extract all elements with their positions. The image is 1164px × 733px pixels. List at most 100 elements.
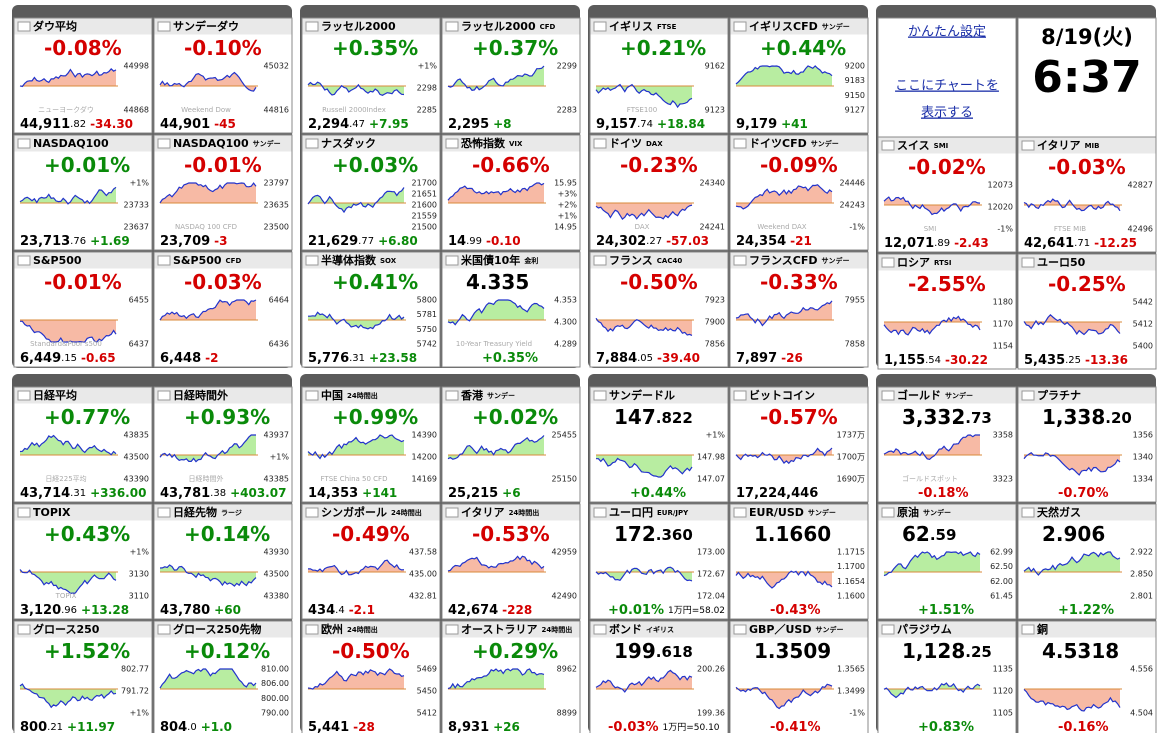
- footer-change: +336.00: [90, 486, 146, 500]
- sparkline: [159, 668, 257, 689]
- flag-icon: [881, 624, 895, 635]
- market-tile[interactable]: 銅 4.556 4.504 4.5318 -0.16%: [1017, 620, 1157, 733]
- chart-link[interactable]: 表示する: [921, 106, 973, 121]
- footer-main: 7,884: [596, 351, 637, 366]
- market-tile[interactable]: パラジウム 1135 1120 1105 1,128.25 +0.83%: [877, 620, 1017, 733]
- name-tag: VIX: [509, 140, 523, 148]
- footer-change: -30.22: [945, 353, 988, 367]
- name-text: 天然ガス: [1037, 505, 1081, 519]
- market-tile[interactable]: TOPIX +1% 3130 3110 TOPIX +0.43% 3,120.96 +13.2…: [13, 503, 153, 620]
- chart-label: 1.1600: [837, 592, 865, 601]
- market-tile[interactable]: オーストラリア 24時間出 8962 8899 +0.29% 8,931 +26: [441, 620, 581, 733]
- market-tile[interactable]: 日経平均 43835 43500 43390 日経225平均 +0.77% 43,714.3…: [13, 386, 153, 503]
- sparkline: [307, 668, 405, 690]
- chart-label: 23500: [264, 223, 289, 232]
- market-tile[interactable]: ラッセル2000 +1% 2298 2285 Russell 2000Index +0.3…: [301, 17, 441, 134]
- market-tile[interactable]: 原油 サンデー 62.99 62.50 62.00 61.45 62.59 +1.51%: [877, 503, 1017, 620]
- market-tile[interactable]: サンデードル +1% 147.98 147.07 147.822 +0.44%: [589, 386, 729, 503]
- footer-main: -0.03%: [608, 720, 659, 733]
- tile-bg: [441, 386, 581, 503]
- market-tile[interactable]: ユーロ円 EUR/JPY 173.00 172.67 172.04 172.360 +0.0…: [589, 503, 729, 620]
- footer-main: 24,302: [596, 234, 646, 249]
- headline-main: +0.02%: [472, 405, 558, 429]
- chart-label: 42959: [552, 548, 577, 557]
- market-tile[interactable]: NASDAQ100 サンデー 23797 23635 23500 NASDAQ 100 C…: [153, 134, 293, 251]
- market-tile[interactable]: 日経時間外 43937 +1% 43385 日経時間外 +0.93% 43,781.38 +4…: [153, 386, 293, 503]
- tile-bg: [441, 620, 581, 733]
- footer-main: 434: [308, 603, 335, 618]
- market-tile[interactable]: ダウ平均 44998 44868 ニューヨークダウ -0.08% 44,911.82 -34…: [13, 17, 153, 134]
- tile-header: [14, 135, 152, 152]
- settings-link[interactable]: かんたん設定: [908, 24, 986, 40]
- market-tile[interactable]: 欧州 24時間出 5469 5450 5412 -0.50% 5,441 -28: [301, 620, 441, 733]
- market-tile[interactable]: 天然ガス 2.922 2.850 2.801 2.906 +1.22%: [1017, 503, 1157, 620]
- headline-main: 4.335: [466, 270, 529, 294]
- headline-main: -0.53%: [472, 522, 550, 546]
- market-tile[interactable]: 香港 サンデー 25455 25150 +0.02% 25,215 +6: [441, 386, 581, 503]
- footer-decimals: .47: [349, 119, 365, 130]
- market-tile[interactable]: GBP／USD サンデー 1.3565 1.3499 -1% 1.3509 -0.41%: [729, 620, 869, 733]
- market-tile[interactable]: イギリスCFD サンデー 9200 9183 9150 9127 +0.44% 9,179 +4…: [729, 17, 869, 134]
- tile-bg: [301, 251, 441, 368]
- tile-bg: [301, 134, 441, 251]
- market-tile[interactable]: イタリア 24時間出 42959 42490 -0.53% 42,674 -228: [441, 503, 581, 620]
- chart-label: 1700万: [837, 453, 865, 462]
- market-tile[interactable]: 恐怖指数 VIX 15.95 +3% +2% +1% 14.95 -0.66% 14.99 -0.…: [441, 134, 581, 251]
- market-tile[interactable]: サンデーダウ 45032 44816 Weekend Dow -0.10% 44,901-…: [153, 17, 293, 134]
- market-tile[interactable]: S&P500 6455 6437 Standard&Poor's500 -0.01% 6,…: [13, 251, 153, 368]
- market-tile[interactable]: イタリア MIB 42827 42496 FTSE MIB -0.03% 42,641.71…: [1017, 136, 1157, 253]
- chart-label: 23635: [264, 201, 289, 210]
- footer-change: -12.25: [1094, 236, 1137, 250]
- market-tile[interactable]: シンガポール 24時間出 437.58 435.00 432.81 -0.49% 434.4…: [301, 503, 441, 620]
- name-tag: DAX: [646, 140, 663, 148]
- flag-icon: [881, 390, 895, 401]
- chart-label: 1.1654: [837, 577, 865, 586]
- headline-main: 147: [614, 405, 656, 429]
- market-tile[interactable]: ロシア RTSI 1180 1170 1154 -2.55% 1,155.54 -30.22: [877, 253, 1017, 370]
- market-tile[interactable]: スイス SMI 12073 12020 -1% SMI -0.02% 12,071.89 -2.…: [877, 136, 1017, 253]
- tile-header: [154, 387, 292, 404]
- sparkline-area: [160, 565, 256, 586]
- sparkline-area: [160, 183, 256, 203]
- flag-icon: [1021, 624, 1035, 635]
- market-tile[interactable]: ラッセル2000 CFD 2299 2283 +0.37% 2,295 +8: [441, 17, 581, 134]
- market-tile[interactable]: ドイツCFD サンデー 24446 24243 -1% Weekend DAX -0.09%…: [729, 134, 869, 251]
- footer-change: -28: [353, 720, 375, 733]
- market-tile[interactable]: ボンド イギリス 200.26 199.36 199.618 -0.03% 1万円=50.1…: [589, 620, 729, 733]
- footer-value: 800.21 +11.97: [20, 720, 115, 733]
- market-tile[interactable]: グロース250 802.77 791.72 +1% +1.52% 800.21 +11.97: [13, 620, 153, 733]
- name-text: ラッセル2000: [321, 20, 396, 33]
- chart-label: 4.504: [1130, 709, 1153, 718]
- flag-icon: [157, 507, 171, 518]
- headline-main: -0.49%: [332, 522, 410, 546]
- market-tile[interactable]: S&P500 CFD 6464 6436 -0.03% 6,448 -2: [153, 251, 293, 368]
- market-tile[interactable]: EUR/USD サンデー 1.1715 1.1700 1.1654 1.1600 1.166…: [729, 503, 869, 620]
- market-tile[interactable]: ユーロ50 5442 5412 5400 -0.25% 5,435.25 -13.36: [1017, 253, 1157, 370]
- chart-link[interactable]: ここにチャートを: [895, 79, 999, 94]
- market-tile[interactable]: ビットコイン 1737万 1700万 1690万 -0.57% 17,224,446: [729, 386, 869, 503]
- footer-value: 43,780 +60: [160, 603, 241, 618]
- market-tile[interactable]: ナスダック 21700 21651 21600 21559 21500 +0.03% 21,6…: [301, 134, 441, 251]
- headline-main: -0.33%: [760, 270, 838, 294]
- market-tile[interactable]: 日経先物 ラージ 43930 43500 43380 +0.14% 43,780 +60: [153, 503, 293, 620]
- chart-label: 802.77: [121, 665, 149, 674]
- name-text: イギリス: [609, 19, 653, 33]
- market-tile[interactable]: グロース250先物 810.00 806.00 800.00 790.00 +0.12% 8…: [153, 620, 293, 733]
- market-tile[interactable]: フランスCFD サンデー 7955 7858 -0.33% 7,897 -26: [729, 251, 869, 368]
- market-tile[interactable]: ドイツ DAX 24340 24241 DAX -0.23% 24,302.27 -57.03: [589, 134, 729, 251]
- market-tile[interactable]: 米国債10年 金利 4.353 4.300 4.289 10-Year Treasury …: [441, 251, 581, 368]
- market-tile[interactable]: フランス CAC40 7923 7900 7856 -0.50% 7,884.05 -39.4…: [589, 251, 729, 368]
- market-tile[interactable]: イギリス FTSE 9162 9123 FTSE100 +0.21% 9,157.74 +18…: [589, 17, 729, 134]
- headline-main: +0.44%: [760, 36, 846, 60]
- tile-name: ロシア RTSI: [897, 256, 952, 269]
- market-tile[interactable]: プラチナ 1356 1340 1334 1,338.20 -0.70%: [1017, 386, 1157, 503]
- tile-header: [1018, 621, 1156, 638]
- market-tile[interactable]: 中国 24時間出 14390 14200 14169 FTSE China 50 CFD +…: [301, 386, 441, 503]
- market-tile[interactable]: 半導体指数 SOX 5800 5781 5750 5742 +0.41% 5,776.31 +2…: [301, 251, 441, 368]
- headline-main: +0.37%: [472, 36, 558, 60]
- name-text: ユーロ50: [1037, 256, 1086, 269]
- flag-icon: [157, 255, 171, 266]
- chart-label: 8962: [557, 665, 577, 674]
- market-tile[interactable]: NASDAQ100 +1% 23733 23637 +0.01% 23,713.76 +1.…: [13, 134, 153, 251]
- market-tile[interactable]: ゴールド サンデー 3358 3323 ゴールドスポット 3,332.73 -0.18%: [877, 386, 1017, 503]
